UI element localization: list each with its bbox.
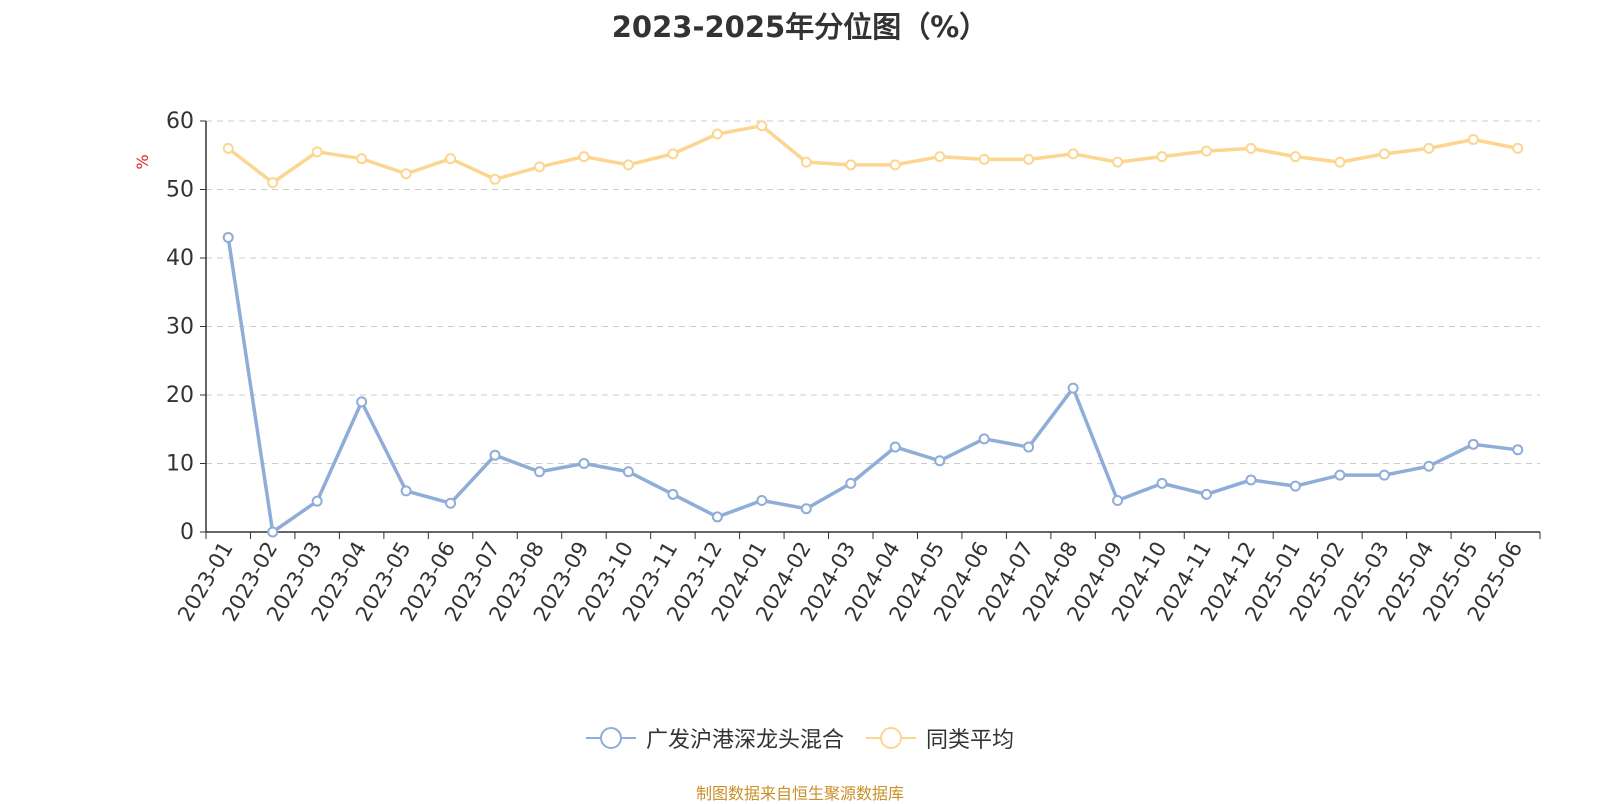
data-point-fund[interactable] <box>1156 477 1168 489</box>
data-point-fund[interactable] <box>267 526 279 538</box>
data-point-fund[interactable] <box>756 494 768 506</box>
data-point-fund[interactable] <box>1378 469 1390 481</box>
data-point-average[interactable] <box>445 153 457 165</box>
data-point-fund[interactable] <box>1067 382 1079 394</box>
data-point-average[interactable] <box>889 159 901 171</box>
data-point-average[interactable] <box>1467 133 1479 145</box>
data-point-average[interactable] <box>1512 142 1524 154</box>
y-tick-label: 10 <box>166 452 194 477</box>
source-note: 制图数据来自恒生聚源数据库 <box>695 784 904 803</box>
data-point-fund[interactable] <box>711 511 723 523</box>
data-point-average[interactable] <box>1112 156 1124 168</box>
data-point-fund[interactable] <box>445 497 457 509</box>
data-point-average[interactable] <box>1423 142 1435 154</box>
data-point-average[interactable] <box>1201 145 1212 157</box>
data-point-average[interactable] <box>222 142 234 154</box>
data-point-fund[interactable] <box>578 458 590 469</box>
data-point-fund[interactable] <box>889 441 901 453</box>
data-point-fund[interactable] <box>845 477 857 489</box>
data-point-average[interactable] <box>1289 151 1301 163</box>
data-point-average[interactable] <box>622 159 634 171</box>
data-point-fund[interactable] <box>356 396 368 408</box>
data-point-fund[interactable] <box>800 503 812 515</box>
data-point-fund[interactable] <box>934 455 946 467</box>
grid-lines <box>206 120 1540 464</box>
series-line-fund <box>226 237 1518 534</box>
data-point-fund[interactable] <box>1201 488 1212 500</box>
y-axis-label: % <box>133 154 152 169</box>
data-point-average[interactable] <box>489 173 501 185</box>
axes: 01020304050602023-012023-022023-032023-0… <box>166 109 1541 625</box>
data-point-average[interactable] <box>1067 148 1079 160</box>
data-point-fund[interactable] <box>311 495 323 507</box>
y-tick-label: 0 <box>180 520 194 545</box>
data-point-fund[interactable] <box>667 488 679 500</box>
data-point-fund[interactable] <box>1467 438 1479 450</box>
data-point-fund[interactable] <box>489 449 501 461</box>
y-tick-label: 60 <box>166 109 194 134</box>
data-point-fund[interactable] <box>622 466 634 478</box>
data-point-fund[interactable] <box>1023 441 1035 453</box>
data-point-average[interactable] <box>311 146 323 158</box>
legend-item-fund[interactable]: 广发沪港深龙头混合 <box>585 722 844 754</box>
data-point-average[interactable] <box>934 151 946 163</box>
data-point-average[interactable] <box>1334 156 1346 168</box>
legend-label-average: 同类平均 <box>926 728 1015 753</box>
data-point-fund[interactable] <box>534 466 545 478</box>
data-point-average[interactable] <box>267 177 279 189</box>
data-point-average[interactable] <box>667 148 679 160</box>
legend: 广发沪港深龙头混合 同类平均 <box>0 722 1600 754</box>
data-point-fund[interactable] <box>1512 444 1524 456</box>
data-point-fund[interactable] <box>400 485 412 497</box>
data-point-fund[interactable] <box>222 231 234 243</box>
data-point-fund[interactable] <box>1289 480 1301 492</box>
legend-label-fund: 广发沪港深龙头混合 <box>645 728 844 753</box>
y-tick-label: 30 <box>166 315 194 340</box>
data-point-average[interactable] <box>534 161 545 173</box>
data-point-average[interactable] <box>356 153 368 165</box>
data-point-average[interactable] <box>756 120 768 132</box>
data-point-average[interactable] <box>578 151 590 163</box>
data-point-average[interactable] <box>1023 153 1035 165</box>
y-tick-label: 40 <box>166 246 194 271</box>
data-point-fund[interactable] <box>1245 474 1257 486</box>
data-point-average[interactable] <box>400 168 412 180</box>
chart-title: 2023-2025年分位图（%） <box>611 10 989 44</box>
data-point-average[interactable] <box>1378 148 1390 160</box>
data-point-fund[interactable] <box>1423 460 1435 472</box>
legend-marker-average <box>866 727 916 749</box>
series-line-average <box>227 124 1519 185</box>
data-point-average[interactable] <box>711 128 723 140</box>
data-point-average[interactable] <box>1156 151 1168 163</box>
data-point-fund[interactable] <box>978 433 990 445</box>
data-point-average[interactable] <box>1245 142 1257 154</box>
y-tick-label: 20 <box>166 383 194 408</box>
data-point-fund[interactable] <box>1334 469 1346 481</box>
legend-item-average[interactable]: 同类平均 <box>866 722 1014 754</box>
data-point-fund[interactable] <box>1112 494 1124 506</box>
series-layer <box>222 120 1524 538</box>
data-point-average[interactable] <box>800 156 812 168</box>
data-point-average[interactable] <box>845 159 857 171</box>
legend-marker-fund <box>585 727 636 749</box>
data-point-average[interactable] <box>978 153 990 165</box>
y-tick-label: 50 <box>166 178 194 203</box>
